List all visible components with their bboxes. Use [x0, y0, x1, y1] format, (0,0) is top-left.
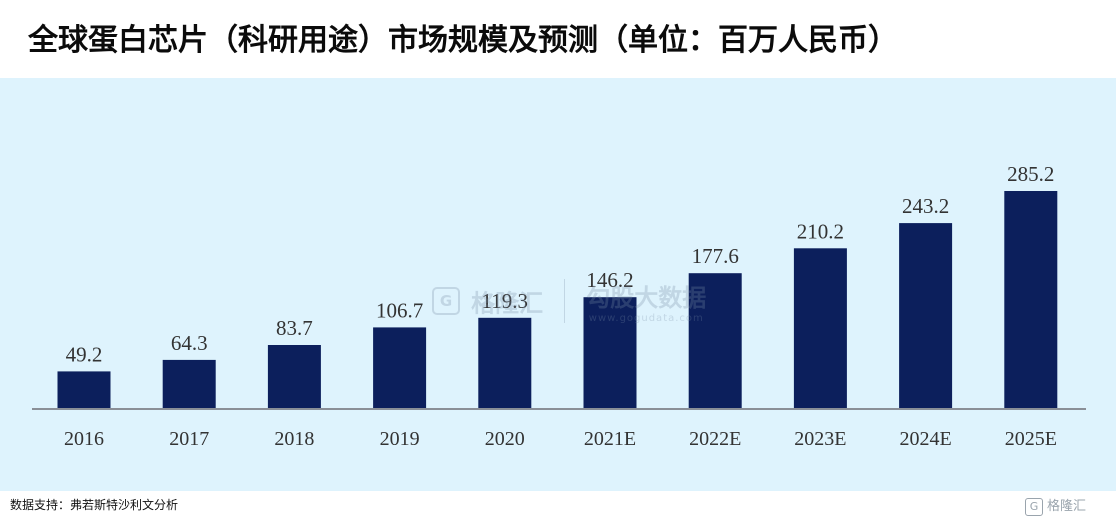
value-label-2025E: 285.2: [1007, 162, 1054, 186]
bar-2016: [57, 371, 111, 409]
x-tick-label-2019: 2019: [380, 428, 420, 450]
value-label-2022E: 177.6: [692, 244, 739, 268]
bar-2021E: [583, 297, 637, 409]
footer-logo: G 格隆汇: [1024, 495, 1086, 516]
value-label-2021E: 146.2: [586, 268, 633, 292]
x-tick-label-2016: 2016: [64, 428, 104, 450]
value-label-2017: 64.3: [171, 331, 208, 355]
footer-logo-text: 格隆汇: [1046, 499, 1086, 514]
value-label-2019: 106.7: [376, 298, 423, 322]
value-label-2020: 119.3: [482, 289, 528, 313]
value-label-2024E: 243.2: [902, 194, 949, 218]
bar-2017: [162, 359, 216, 409]
x-tick-label-2020: 2020: [485, 428, 525, 450]
bar-2022E: [688, 273, 742, 409]
x-tick-label-2022E: 2022E: [689, 428, 741, 450]
value-label-2018: 83.7: [276, 316, 313, 340]
bars-layer: [57, 191, 1058, 409]
bar-2019: [373, 327, 427, 409]
bar-2024E: [899, 223, 953, 409]
x-tick-label-2018: 2018: [274, 428, 314, 450]
bar-2025E: [1004, 191, 1058, 409]
bar-2020: [478, 317, 532, 409]
x-tick-labels-layer: 2016 2017 2018 2019 2020 2021E 2022E 2023E 2024E…: [64, 428, 1057, 450]
x-tick-label-2024E: 2024E: [899, 428, 951, 450]
source-note: 数据支持：弗若斯特沙利文分析: [10, 498, 179, 512]
value-label-2023E: 210.2: [797, 219, 844, 243]
footer: 数据支持：弗若斯特沙利文分析 G 格隆汇: [0, 491, 1116, 517]
bar-2023E: [793, 248, 847, 409]
x-tick-label-2025E: 2025E: [1005, 428, 1057, 450]
bar-chart: 49.2 64.3 83.7 106.7 119.3 146.2 177.6 210.2 243…: [32, 162, 1086, 450]
x-tick-label-2021E: 2021E: [584, 428, 636, 450]
value-label-2016: 49.2: [66, 342, 103, 366]
value-labels-layer: 49.2 64.3 83.7 106.7 119.3 146.2 177.6 210.2 243…: [66, 162, 1055, 366]
chart-title: 全球蛋白芯片（科研用途）市场规模及预测（单位：百万人民币）: [0, 0, 1116, 78]
bar-2018: [267, 345, 321, 409]
x-tick-label-2017: 2017: [169, 428, 209, 450]
x-tick-label-2023E: 2023E: [794, 428, 846, 450]
g-logo-icon: G: [1024, 497, 1043, 516]
